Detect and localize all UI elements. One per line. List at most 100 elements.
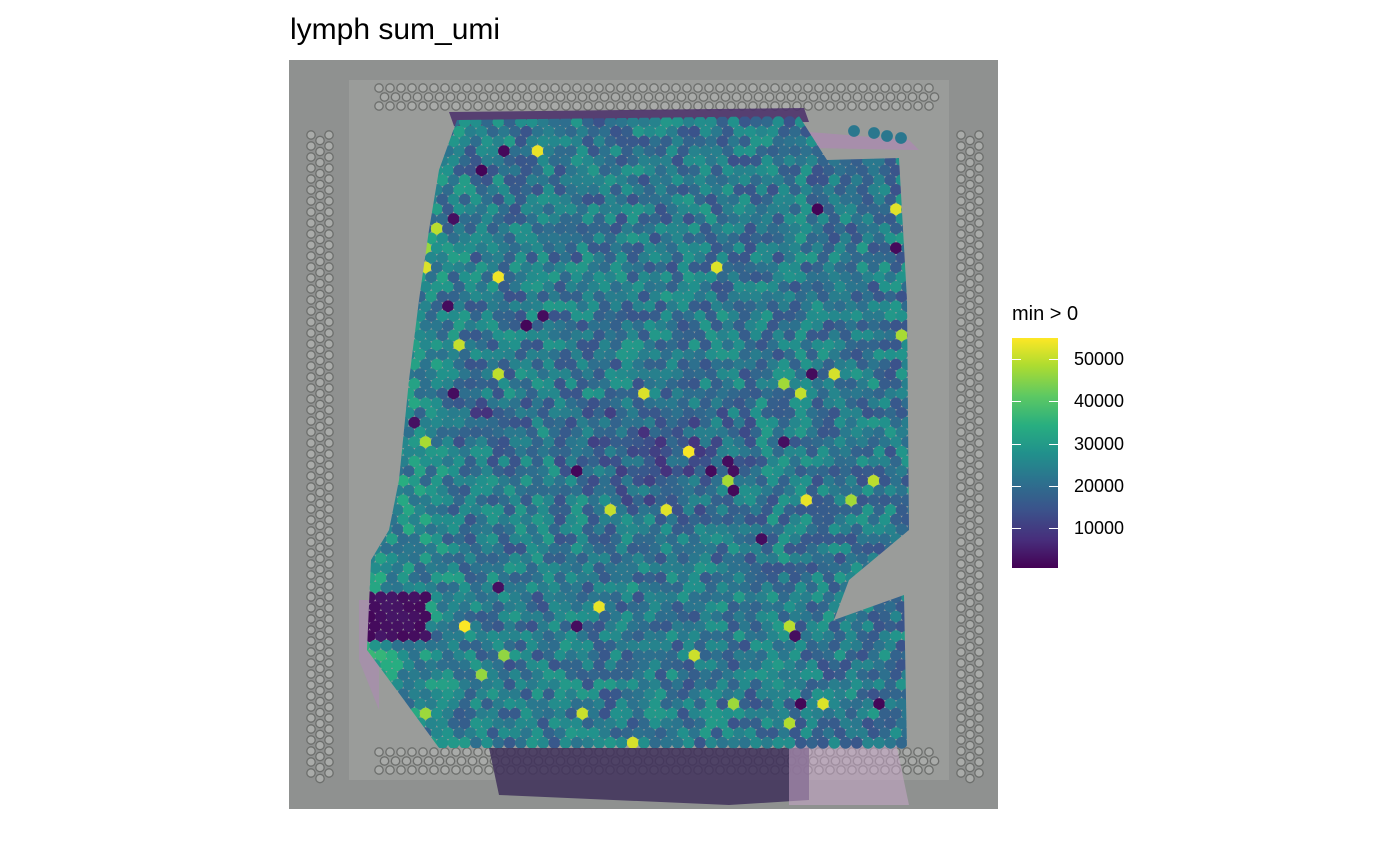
spot [800,242,813,255]
spot [587,281,600,293]
spot [632,610,645,623]
spot [464,164,477,177]
spot [738,387,751,400]
spot [666,630,678,642]
spot [492,271,505,284]
spot [492,407,505,419]
spot [682,562,695,575]
spot [559,736,572,749]
spot [537,445,550,458]
spot [414,562,426,575]
spot [565,319,578,332]
spot [850,523,863,536]
spot [666,610,678,623]
spot [593,407,606,419]
spot [565,397,578,410]
spot [436,678,449,691]
spot [565,358,578,371]
spot [593,116,606,128]
spot [710,319,723,332]
fiducial-spot [956,328,966,338]
spot [699,358,712,371]
spot [811,281,824,293]
spot [621,727,634,739]
fiducial-spot [974,768,984,778]
spot [514,717,527,730]
spot [374,649,387,662]
spot [369,581,382,594]
fiducial-spot [396,747,406,757]
spot [654,145,667,157]
spot [481,387,494,400]
spot [615,213,628,225]
spot [638,639,650,652]
spot [845,378,858,390]
spot [884,639,897,652]
spot [576,184,589,196]
spot [486,300,499,313]
spot [862,174,874,187]
spot [682,581,695,594]
spot [598,649,611,662]
spot [716,717,729,730]
spot [755,300,768,313]
spot [615,232,628,245]
spot [559,348,572,361]
spot [447,368,460,381]
spot [458,213,471,225]
spatial-plot [289,60,998,809]
fiducial-spot [489,92,500,102]
spot [604,290,617,303]
spot [638,329,650,342]
spot [464,533,477,545]
fiducial-spot [315,718,325,729]
spot [828,601,841,613]
fiducial-spot [808,92,819,102]
spot [626,445,639,458]
spot [582,290,594,303]
spot [554,125,566,138]
spot [856,261,869,274]
spot [677,669,690,681]
spot [850,620,863,633]
spot [542,533,555,545]
spot [722,436,734,448]
spot [654,125,667,138]
spot [587,630,600,642]
spot [481,368,494,381]
spot [486,572,499,584]
spot [822,397,835,410]
spot [806,213,818,225]
spot [800,222,813,235]
spot [492,639,505,652]
fiducial-spot [852,92,863,102]
spot [761,465,774,478]
spot [503,135,516,148]
spot [699,242,712,255]
spot [632,552,645,565]
spot [688,319,701,332]
spot [828,174,841,187]
spot [772,213,785,225]
spot [878,513,891,526]
spot [649,271,662,284]
fiducial-spot [974,515,984,525]
spot [442,242,454,255]
spot [430,688,443,701]
spot [716,407,729,419]
spot [800,533,813,545]
spot [699,552,712,565]
spot [694,387,706,400]
spot [682,542,695,555]
spot [666,552,678,565]
fiducial-spot [324,141,334,151]
spot [867,669,880,681]
spot [845,242,858,255]
spot [750,135,762,148]
fiducial-spot [687,92,698,102]
spot [570,484,583,497]
spot [559,174,572,187]
spot [498,242,510,255]
spot [475,358,488,371]
spot [643,145,656,157]
